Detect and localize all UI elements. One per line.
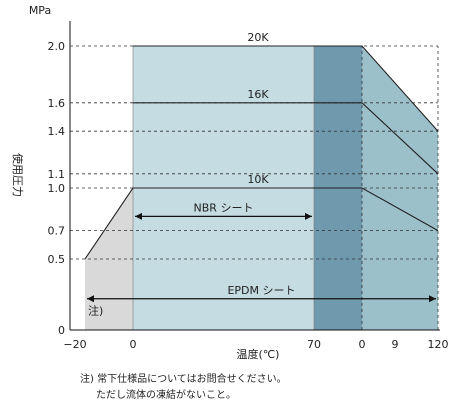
- series-line-16K: [133, 102, 439, 175]
- series-label-16K: 16K: [247, 88, 269, 101]
- y-unit-label: MPa: [29, 4, 51, 17]
- range-label-1: EPDM シート: [227, 284, 295, 297]
- range-label-0: NBR シート: [194, 201, 254, 214]
- range-arrowhead-right-1: [429, 295, 436, 303]
- y-tick-label-4: 1.1: [48, 168, 66, 181]
- x-tick-label-5: 120: [428, 338, 449, 351]
- series-line-10K: [84, 187, 439, 260]
- x-tick-label-2: 70: [307, 338, 321, 351]
- y-axis-label: 使用圧力: [11, 153, 24, 197]
- axes: [69, 21, 440, 331]
- series-label-10K: 10K: [247, 173, 269, 186]
- x-tick-label-3: 0: [359, 338, 366, 351]
- y-tick-label-3: 1.0: [48, 182, 66, 195]
- y-tick-label-0: 0: [58, 324, 65, 337]
- y-tick-label-6: 1.6: [48, 97, 66, 110]
- series-line-20K: [133, 45, 439, 132]
- footnote-line-2: ただし流体の凍結がないこと。: [96, 390, 236, 401]
- x-axis-label: 温度(℃): [237, 347, 280, 361]
- grid-lines: [70, 45, 439, 330]
- y-tick-label-1: 0.5: [48, 253, 66, 266]
- y-tick-label-2: 0.7: [48, 225, 66, 238]
- y-tick-label-7: 2.0: [48, 40, 66, 53]
- x-tick-label-0: −20: [63, 338, 86, 351]
- x-tick-label-1: 0: [130, 338, 137, 351]
- y-tick-label-5: 1.4: [48, 125, 66, 138]
- footnote-line-1: 注) 常下仕様品についてはお問合せください。: [80, 374, 287, 385]
- annotation-note: 注): [88, 303, 103, 317]
- range-arrowhead-right-0: [305, 212, 312, 220]
- series-label-20K: 20K: [247, 31, 269, 44]
- x-tick-label-4: 9: [392, 338, 399, 351]
- range-arrowhead-left-0: [135, 212, 142, 220]
- range-arrowhead-left-1: [87, 295, 94, 303]
- series-lines: [84, 45, 439, 260]
